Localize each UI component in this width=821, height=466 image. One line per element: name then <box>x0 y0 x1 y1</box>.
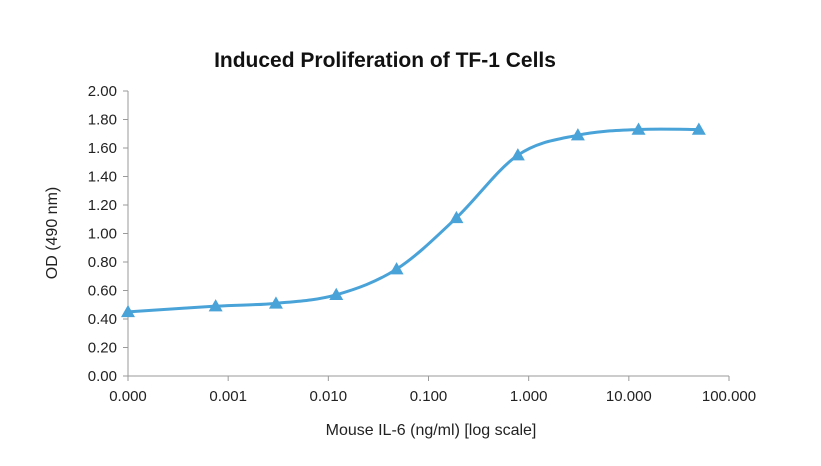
x-tick-label: 100.000 <box>702 388 756 405</box>
data-point-marker <box>389 262 404 275</box>
x-tick-label: 0.000 <box>109 388 147 405</box>
x-tick-label: 0.001 <box>209 388 247 405</box>
data-point-marker <box>631 122 646 135</box>
data-point-marker <box>329 287 344 301</box>
data-point-marker <box>449 210 464 224</box>
y-tick-label: 1.00 <box>88 226 117 243</box>
y-axis-label: OD (490 nm) <box>44 187 61 279</box>
y-tick-label: 1.20 <box>88 197 117 214</box>
data-point-marker <box>268 296 283 309</box>
data-point-marker <box>121 304 135 318</box>
chart-title: Induced Proliferation of TF-1 Cells <box>214 49 556 72</box>
y-tick-label: 0.00 <box>88 368 117 385</box>
data-point-marker <box>691 122 706 135</box>
data-point-marker <box>570 128 585 141</box>
y-axis-ticks: 0.00 0.20 0.40 0.60 0.80 1.00 1.20 1.40 1.60 1.80… <box>88 83 128 385</box>
y-tick-label: 1.40 <box>88 169 117 186</box>
x-axis-label: Mouse IL-6 (ng/ml) [log scale] <box>326 422 537 439</box>
y-tick-label: 1.60 <box>88 140 117 157</box>
x-tick-label: 1.000 <box>510 388 548 405</box>
data-point-marker <box>208 299 223 312</box>
y-tick-label: 2.00 <box>88 83 117 100</box>
series-markers <box>121 122 706 318</box>
y-tick-label: 0.60 <box>88 283 117 300</box>
x-tick-label: 0.100 <box>410 388 448 405</box>
x-tick-label: 10.000 <box>606 388 652 405</box>
x-axis-ticks: 0.000 0.001 0.010 0.100 1.000 10.000 100.000 <box>109 376 756 405</box>
y-tick-label: 0.80 <box>88 254 117 271</box>
y-tick-label: 0.40 <box>88 311 117 328</box>
series-line <box>127 127 699 314</box>
data-point-marker <box>510 148 525 161</box>
y-tick-label: 0.20 <box>88 340 117 357</box>
x-tick-label: 0.010 <box>310 388 348 405</box>
y-tick-label: 1.80 <box>88 112 117 129</box>
